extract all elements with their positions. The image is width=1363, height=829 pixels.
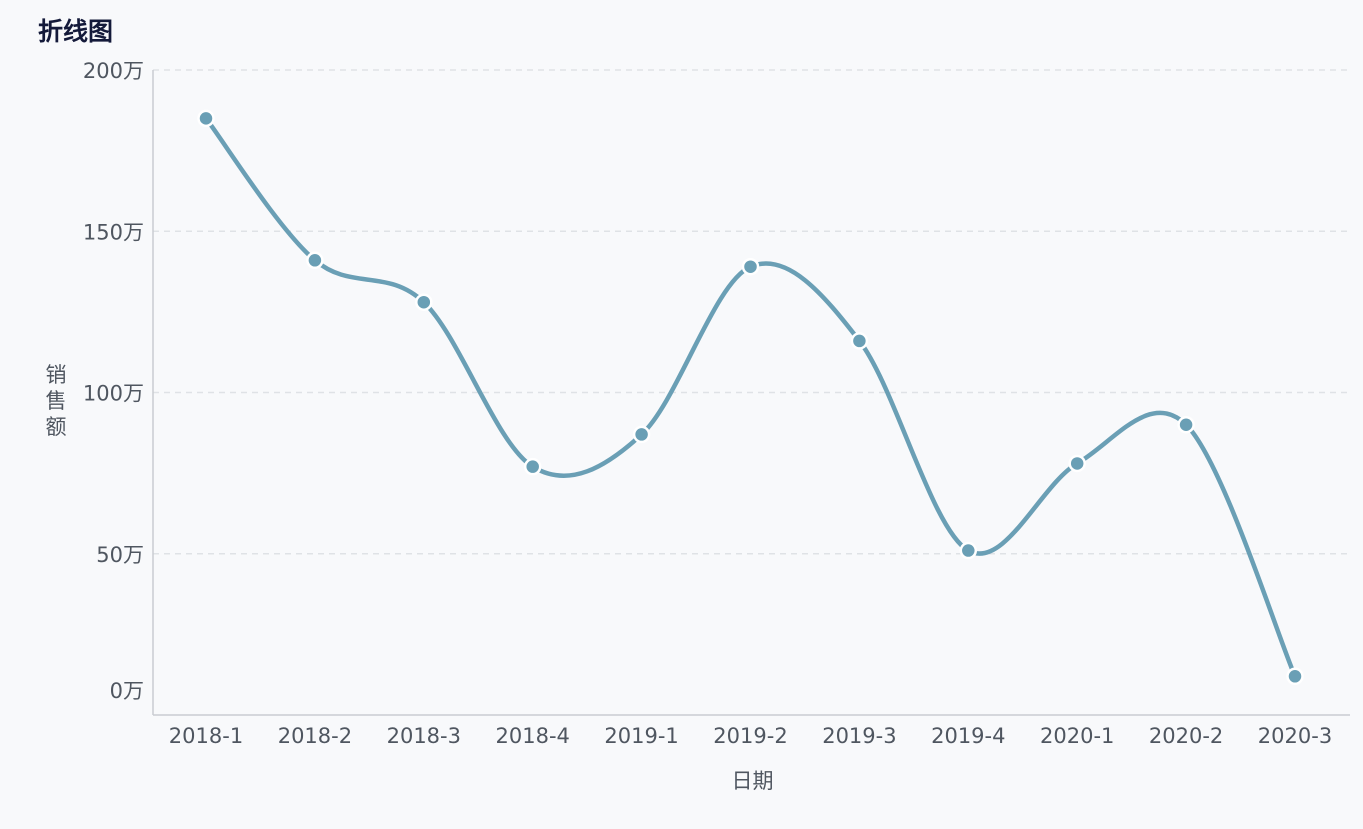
data-point bbox=[632, 425, 651, 444]
data-point bbox=[741, 257, 760, 276]
y-axis-title: 销售额 bbox=[46, 363, 67, 439]
x-tick-labels: 2018-1 2018-2 2018-3 2018-4 2019-1 2019-2 2019… bbox=[169, 724, 1332, 748]
x-axis-title: 日期 bbox=[732, 769, 774, 793]
x-tick-label: 2019-2 bbox=[713, 724, 787, 748]
y-tick-label: 50万 bbox=[96, 543, 144, 567]
y-tick-labels: 0万 50万 100万 150万 200万 bbox=[83, 59, 144, 703]
y-tick-label: 150万 bbox=[83, 220, 144, 244]
data-point bbox=[1177, 416, 1195, 434]
data-point bbox=[523, 457, 542, 476]
grid-lines bbox=[153, 69, 1350, 555]
x-tick-label: 2020-3 bbox=[1258, 724, 1332, 748]
x-tick-label: 2020-1 bbox=[1040, 724, 1114, 748]
chart-title: 折线图 bbox=[38, 17, 114, 46]
data-point bbox=[415, 293, 433, 311]
data-point bbox=[1286, 667, 1304, 686]
y-tick-label: 100万 bbox=[83, 382, 144, 406]
y-tick-label: 200万 bbox=[83, 59, 144, 83]
x-tick-label: 2020-2 bbox=[1149, 724, 1223, 748]
x-tick-label: 2019-3 bbox=[822, 724, 896, 748]
x-tick-label: 2019-1 bbox=[604, 724, 678, 748]
x-tick-label: 2019-4 bbox=[931, 724, 1005, 748]
x-tick-label: 2018-4 bbox=[496, 724, 570, 748]
axes bbox=[152, 70, 1350, 716]
x-tick-label: 2018-3 bbox=[387, 724, 461, 748]
data-point bbox=[1068, 454, 1086, 473]
x-tick-label: 2018-2 bbox=[278, 724, 352, 748]
data-point bbox=[197, 109, 215, 128]
x-tick-label: 2018-1 bbox=[169, 724, 243, 748]
series-line bbox=[203, 116, 1298, 679]
data-points bbox=[197, 109, 1304, 686]
data-point bbox=[306, 251, 324, 270]
data-point bbox=[850, 332, 869, 350]
data-point bbox=[959, 541, 978, 560]
y-tick-label: 0万 bbox=[110, 679, 144, 703]
